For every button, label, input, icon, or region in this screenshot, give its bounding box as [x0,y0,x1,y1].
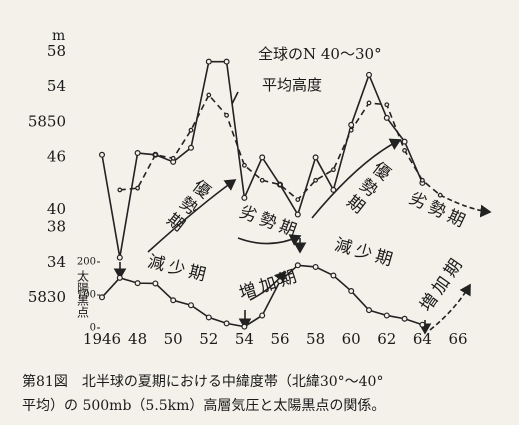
x-tick-label: 60 [342,330,361,348]
data-point [224,112,230,118]
data-point [437,192,443,198]
data-point [259,312,266,319]
data-point [313,177,319,183]
data-point [170,297,177,304]
annotation: 全球のN 40～30° [258,45,382,63]
data-point [330,272,337,279]
y-tick-label: 54 [47,77,66,95]
y-tick-label: 40 [47,200,66,218]
x-tick-label: 48 [128,330,147,348]
data-point [331,167,336,173]
x-tick-label: 56 [270,330,289,348]
data-point [134,150,141,157]
annotation: 劣勢期 [237,202,303,242]
y2-tick-label: 0 [90,323,96,334]
data-point [259,154,266,161]
data-point [223,320,230,327]
data-point [134,280,141,287]
x-tick-label: 1946 [83,330,121,348]
x-tick-label: 66 [448,330,467,348]
data-point [152,152,158,158]
data-point [259,177,265,183]
data-point [277,278,284,285]
x-tick-label: 64 [413,330,432,348]
data-point [223,58,230,65]
data-point [241,323,248,330]
data-point [206,92,212,98]
y-tick-label: 34 [47,253,66,271]
data-point [366,71,373,78]
x-tick-label: 52 [199,330,218,348]
annotation: 増加期 [416,252,469,315]
data-point [384,102,390,108]
x-tick-label: 54 [235,330,254,348]
x-tick-label: 58 [306,330,325,348]
data-point [402,147,408,153]
data-point [419,321,426,328]
y2-axis-label: 太陽黒点 [76,269,90,318]
data-point [188,302,195,309]
y2-tick-label: 200 [77,257,96,268]
data-point [295,197,301,203]
data-point [277,182,283,188]
y-tick-label: 5850 [28,112,66,130]
annotation: 平均高度 [262,76,322,94]
data-point [170,155,176,161]
data-point [294,262,301,269]
data-point [241,194,248,201]
data-point [116,254,123,261]
y-tick-label: 5830 [28,288,66,306]
data-point [241,162,247,168]
data-point [188,144,195,151]
data-point [383,114,390,121]
data-point [348,127,354,133]
x-tick-label: 62 [377,330,396,348]
data-point [312,263,319,270]
y-tick-label: 38 [47,218,66,236]
data-point [117,187,123,193]
annotation: 増加期 [237,266,303,304]
annotation: 優勢期 [339,156,394,218]
data-point [366,307,373,314]
data-point [420,177,425,183]
y2-tick-label: 100 [77,290,96,301]
annotation: 減少期 [332,235,398,272]
data-point [348,121,355,128]
data-point [135,185,141,191]
annotation: 優勢期 [159,174,214,236]
data-point [294,211,301,218]
data-point [348,288,355,295]
trend-arrows [113,91,492,335]
data-point [205,58,212,65]
data-point [116,274,123,281]
y-tick-label: 58 [47,42,66,60]
data-point [205,314,212,321]
unit-label: m [52,28,65,44]
data-point [98,151,105,158]
data-point [366,100,372,106]
data-point [312,154,319,161]
x-tick-label: 50 [164,330,183,348]
data-point [401,315,408,322]
data-point [188,127,194,133]
caption-line: 第81図 北半球の夏期における中緯度帯（北緯30°～40° [22,373,383,390]
data-point [383,312,390,319]
data-point [152,280,159,287]
data-point [98,294,105,301]
y-tick-label: 46 [47,147,66,165]
data-point [401,138,408,145]
caption-line: 平均）の 500mb（5.5km）高層気圧と太陽黒点の関係。 [22,397,385,414]
data-point [330,186,337,193]
